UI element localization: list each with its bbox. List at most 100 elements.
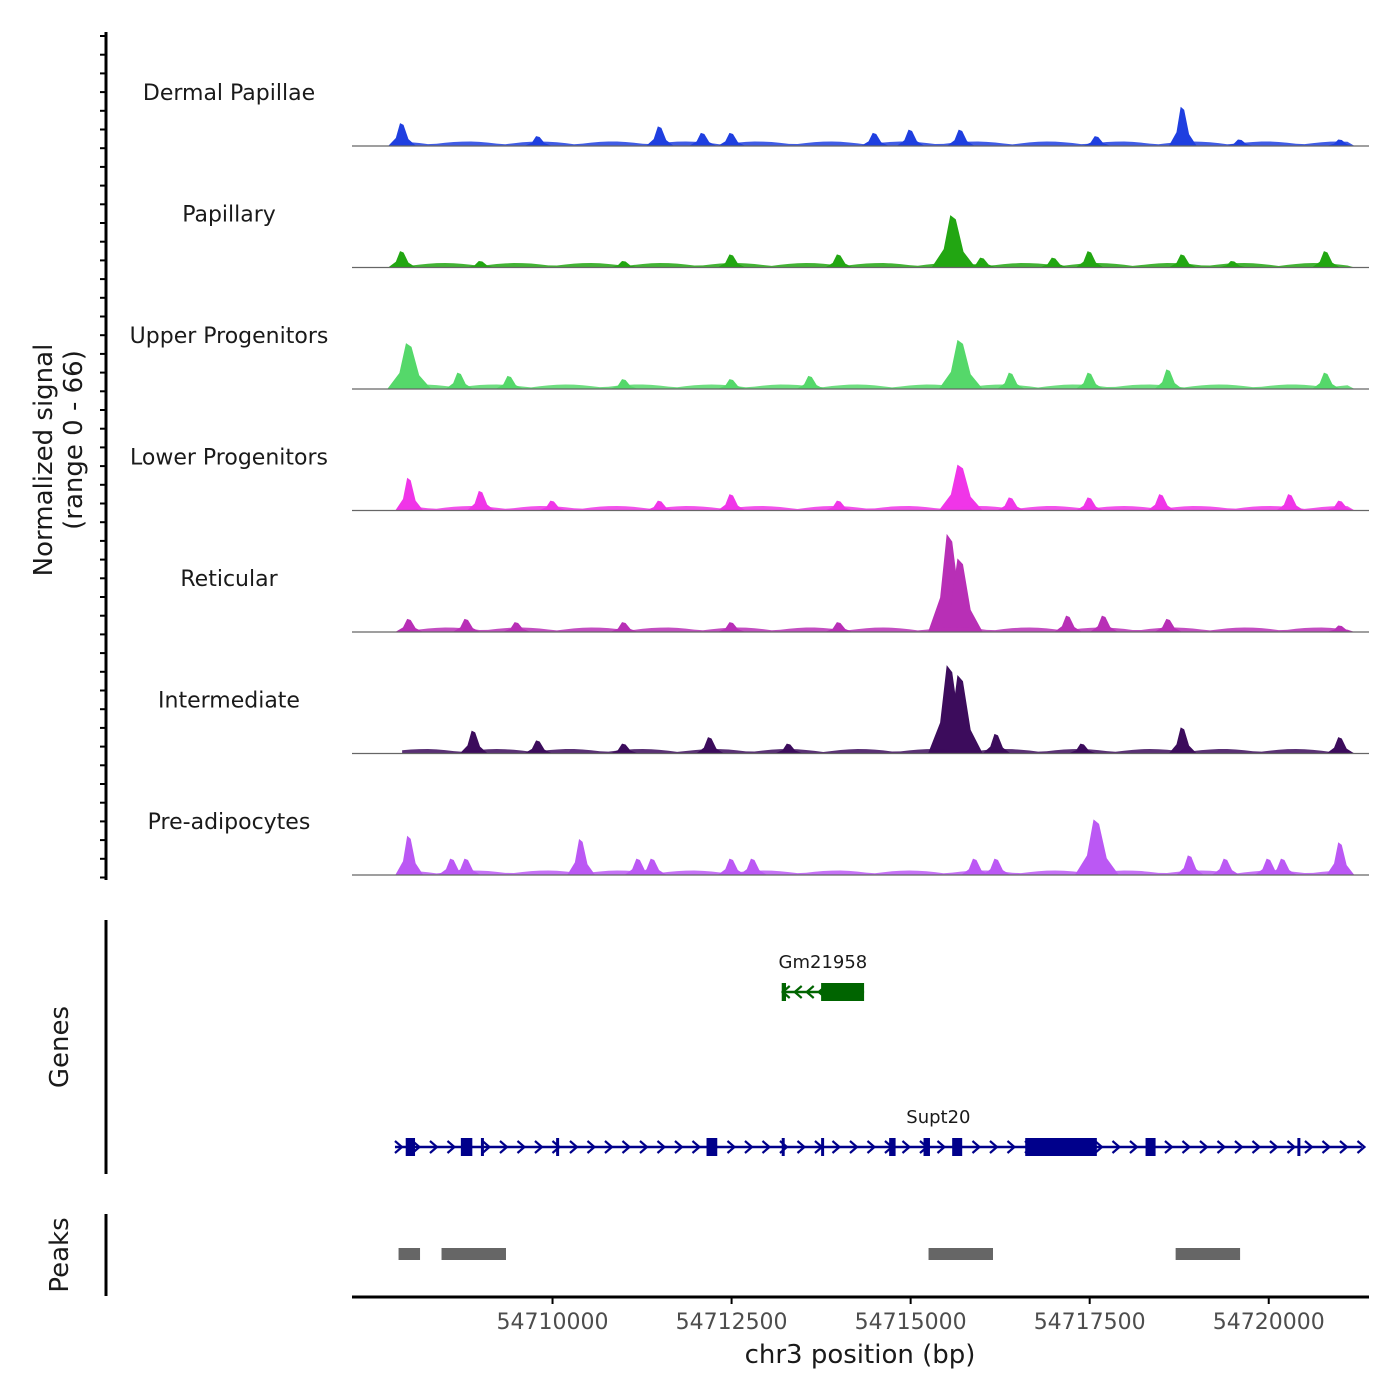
strand-arrow <box>656 1140 667 1154</box>
signal-peak <box>1154 369 1183 389</box>
y-axis-title-line1: Normalized signal <box>29 344 59 577</box>
strand-arrow <box>1304 1140 1314 1154</box>
strand-arrow <box>429 1140 439 1154</box>
signal-peak <box>1312 372 1341 389</box>
gene-exon <box>405 1138 416 1156</box>
track-label: Dermal Papillae <box>143 81 315 106</box>
strand-arrow <box>394 1140 404 1154</box>
strand-arrow <box>793 985 803 999</box>
strand-arrow <box>639 1140 649 1154</box>
strand-arrow <box>516 1140 527 1154</box>
track-label: Reticular <box>180 567 278 592</box>
track-papillary: Papillary <box>182 203 1369 269</box>
coverage-y-axis-ticks <box>100 35 106 879</box>
signal-peak <box>645 126 674 146</box>
y-axis-title-line2: (range 0 - 66) <box>59 350 89 530</box>
strand-arrow <box>551 1140 562 1154</box>
track-dermal-papillae: Dermal Papillae <box>143 81 1369 147</box>
signal-background <box>402 870 1355 875</box>
strand-arrow <box>989 1140 999 1154</box>
signal-peak <box>938 464 983 511</box>
signal-peak <box>459 730 488 754</box>
signal-background <box>402 384 1355 389</box>
strand-arrow <box>1234 1140 1244 1154</box>
signal-peak <box>1276 494 1305 511</box>
strand-arrow <box>534 1140 544 1154</box>
gene-exon <box>1145 1138 1156 1156</box>
track-label: Pre-adipocytes <box>148 810 311 835</box>
x-axis-ticks: 54710000 54712500 54715000 54717500 54720000 <box>497 1297 1325 1335</box>
strand-arrow <box>674 1140 684 1154</box>
signal-peak <box>1175 855 1204 875</box>
signal-peak <box>938 339 983 389</box>
signal-peak <box>938 558 983 632</box>
signal-peak <box>982 733 1011 754</box>
strand-arrow <box>1181 1140 1192 1154</box>
track-reticular: Reticular <box>180 533 1369 633</box>
track-lower-progenitors: Lower Progenitors <box>130 446 1369 512</box>
strand-arrow <box>1111 1140 1122 1154</box>
x-tick-label: 54717500 <box>1034 1310 1146 1335</box>
signal-background <box>402 263 1355 268</box>
signal-peak <box>825 254 854 268</box>
signal-background <box>402 749 1355 754</box>
strand-arrow <box>1216 1140 1227 1154</box>
signal-peak <box>996 497 1025 511</box>
gene-exon <box>952 1138 963 1156</box>
x-tick-label: 54720000 <box>1213 1310 1325 1335</box>
strand-arrow <box>805 985 815 999</box>
strand-arrow <box>936 1140 947 1154</box>
signal-peak <box>466 490 495 511</box>
gene-gm21958: Gm21958 <box>779 952 867 1001</box>
strand-arrow <box>726 1140 737 1154</box>
strand-arrow <box>849 1140 859 1154</box>
signal-peak <box>388 251 417 268</box>
signal-peak <box>1326 737 1355 754</box>
gene-exon <box>923 1138 930 1156</box>
signal-background <box>402 141 1355 146</box>
strand-arrow <box>446 1140 457 1154</box>
peaks-panel-label: Peaks <box>45 1217 75 1292</box>
strand-arrow <box>901 1140 912 1154</box>
strand-arrow <box>1094 1140 1104 1154</box>
gene-exon <box>706 1138 718 1156</box>
gene-exon <box>556 1138 560 1156</box>
signal-peak <box>931 215 976 268</box>
signal-peak <box>638 858 667 875</box>
strand-arrow <box>1269 1140 1279 1154</box>
strand-arrow <box>1006 1140 1017 1154</box>
signal-peak <box>717 858 746 875</box>
gene-exon <box>821 1138 825 1156</box>
gene-exon <box>781 983 787 1001</box>
strand-arrow <box>604 1140 614 1154</box>
strand-arrow <box>744 1140 754 1154</box>
strand-arrow <box>1164 1140 1174 1154</box>
gene-exon <box>821 983 865 1001</box>
signal-peak <box>395 477 424 511</box>
signal-peak <box>387 343 432 389</box>
track-label: Papillary <box>182 203 276 228</box>
gene-exon <box>480 1138 484 1156</box>
gene-exon <box>460 1138 473 1156</box>
signal-peak <box>524 740 553 754</box>
gene-name-label: Supt20 <box>906 1107 970 1128</box>
strand-arrow <box>1356 1140 1367 1154</box>
track-label: Intermediate <box>158 689 300 714</box>
signal-peak <box>395 618 424 632</box>
signal-peak <box>388 123 417 146</box>
peak-region-bar <box>398 1248 421 1260</box>
gene-supt20: Supt20 <box>394 1107 1367 1156</box>
signal-peak <box>938 674 983 754</box>
signal-peak <box>1211 858 1240 875</box>
x-tick-label: 54710000 <box>497 1310 609 1335</box>
track-pre-adipocytes: Pre-adipocytes <box>148 810 1369 876</box>
strand-arrow <box>481 1140 492 1154</box>
track-intermediate: Intermediate <box>158 665 1369 755</box>
genes-panel-label: Genes <box>45 1006 75 1088</box>
signal-peak <box>567 839 596 875</box>
peak-region-bar <box>441 1248 506 1260</box>
signal-peak <box>1075 497 1104 511</box>
signal-peak <box>1168 727 1197 754</box>
strand-arrow <box>569 1140 579 1154</box>
